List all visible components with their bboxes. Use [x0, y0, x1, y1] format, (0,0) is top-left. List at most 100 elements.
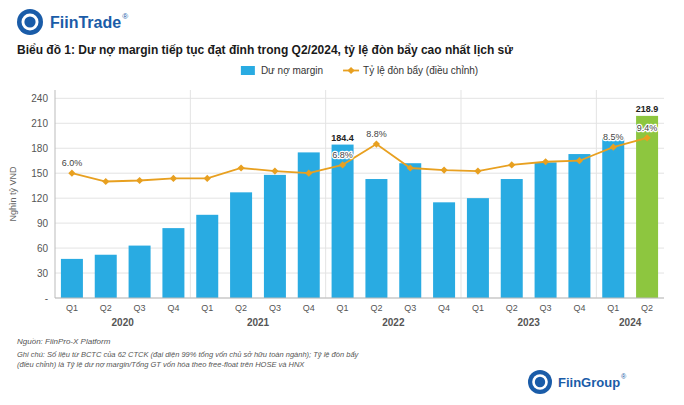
grid-line: [55, 298, 664, 299]
line-marker: [237, 164, 244, 171]
x-tick-label: Q1: [201, 303, 213, 313]
legend-item: Tỷ lệ đòn bẩy (điều chỉnh): [343, 65, 478, 76]
logo-ring: [532, 374, 548, 390]
x-group-label: 2022: [382, 317, 405, 328]
y-tick-label: -: [45, 293, 48, 304]
line-marker: [576, 157, 583, 164]
line-label: 8.8%: [366, 129, 387, 139]
x-group-label: 2024: [619, 317, 642, 328]
group-separators: [190, 90, 596, 298]
bar: [636, 116, 658, 298]
x-tick-label: Q2: [506, 303, 518, 313]
bar-label: 184.4: [331, 133, 354, 143]
bar: [501, 179, 523, 298]
legend-label: Dư nợ margin: [261, 65, 323, 76]
group-separator: [461, 90, 462, 298]
line-marker: [305, 170, 312, 177]
bar: [95, 255, 117, 298]
logo-ring: [17, 9, 43, 35]
x-tick-label: Q3: [540, 303, 552, 313]
line-marker: [610, 144, 617, 151]
line-marker: [68, 170, 75, 177]
bar: [196, 215, 218, 298]
grid-line: [55, 148, 664, 149]
x-tick-label: Q2: [641, 303, 653, 313]
group-separator: [325, 90, 326, 298]
legend: Dư nợ margin Tỷ lệ đòn bẩy (điều chỉnh): [241, 65, 478, 76]
y-tick-label: 60: [37, 243, 49, 254]
line-marker: [170, 175, 177, 182]
x-tick-label: Q3: [134, 303, 146, 313]
bar: [433, 202, 455, 298]
plot-area: [61, 116, 658, 298]
grid-line: [55, 123, 664, 124]
x-tick-label: Q4: [573, 303, 585, 313]
x-tick-label: Q2: [235, 303, 247, 313]
line-marker: [271, 168, 278, 175]
y-tick-label: 120: [31, 193, 48, 204]
x-tick-label: Q1: [607, 303, 619, 313]
logo-ring: [535, 377, 545, 387]
legend-item: Dư nợ margin: [241, 65, 323, 76]
grid-line: [55, 98, 664, 99]
bar: [264, 175, 286, 298]
line-label: 6.0%: [62, 158, 83, 168]
y-axis-line: [55, 90, 56, 298]
bar-label: 218.9: [636, 104, 659, 114]
line-marker: [542, 158, 549, 165]
x-tick-label: Q4: [303, 303, 315, 313]
y-tick-label: 90: [37, 218, 49, 229]
bar: [365, 179, 387, 298]
line-marker: [474, 168, 481, 175]
x-tick-label: Q1: [337, 303, 349, 313]
header-logo: [17, 9, 43, 35]
x-tick-label: Q2: [100, 303, 112, 313]
x-tick-label: Q2: [370, 303, 382, 313]
line-marker: [136, 177, 143, 184]
line-marker: [373, 140, 380, 147]
line-label: 8.5%: [603, 132, 624, 142]
footer-brand-mark: ®: [621, 373, 627, 380]
y-tick-label: 210: [31, 118, 48, 129]
x-group-label: 2023: [518, 317, 541, 328]
x-group-label: 2020: [112, 317, 135, 328]
line-marker: [339, 161, 346, 168]
y-axis-label: Nghìn tỷ VND: [8, 166, 18, 222]
line-marker: [643, 134, 650, 141]
line-marker: [102, 178, 109, 185]
bar: [568, 154, 590, 298]
source: Nguồn: FiinPro-X Platform: [17, 337, 111, 346]
y-tick-label: 150: [31, 168, 48, 179]
bar: [535, 162, 557, 298]
bar: [61, 259, 83, 298]
line: [72, 138, 647, 182]
logo-ring: [22, 14, 39, 31]
bar: [162, 228, 184, 298]
group-separator: [596, 90, 597, 298]
title: Biểu đồ 1: Dư nợ margin tiếp tục đạt đỉn…: [17, 43, 513, 57]
bar: [467, 198, 489, 298]
x-group-label: 2021: [247, 317, 270, 328]
legend-marker: [347, 67, 354, 74]
line-marker: [204, 175, 211, 182]
x-tick-label: Q1: [66, 303, 78, 313]
bar: [129, 246, 151, 298]
bar: [298, 152, 320, 298]
grid: [55, 98, 664, 298]
x-tick-label: Q1: [472, 303, 484, 313]
line-label: 9.4%: [637, 123, 658, 133]
brand: FiinTrade: [50, 14, 121, 31]
note-line: (điều chỉnh) là Tỷ lệ dư nợ margin/Tổng …: [17, 360, 305, 369]
legend-label: Tỷ lệ đòn bẩy (điều chỉnh): [363, 65, 478, 76]
logo-ring: [528, 370, 552, 394]
x-tick-label: Q3: [404, 303, 416, 313]
y-tick-label: 30: [37, 268, 49, 279]
line-marker: [440, 166, 447, 173]
note-line: Ghi chú: Số liệu từ BCTC của 62 CTCK (đạ…: [17, 350, 360, 359]
footer-logo: [528, 370, 552, 394]
y-tick-label: 240: [31, 93, 48, 104]
brand-mark: ®: [122, 12, 128, 21]
line-marker: [508, 161, 515, 168]
logo-ring: [24, 16, 35, 27]
note: Ghi chú: Số liệu từ BCTC của 62 CTCK (đạ…: [17, 350, 360, 369]
